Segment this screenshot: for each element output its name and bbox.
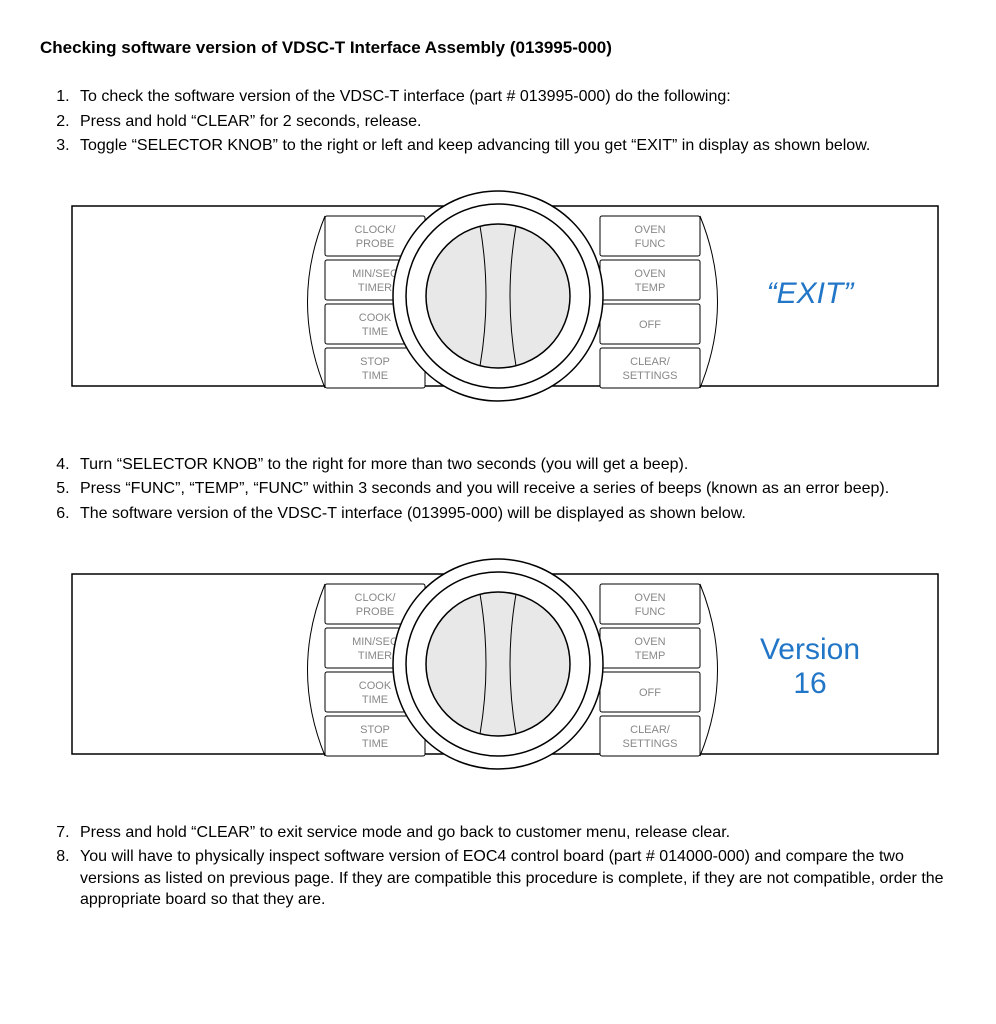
page-title: Checking software version of VDSC-T Inte…: [40, 38, 956, 58]
svg-text:TIME: TIME: [362, 370, 388, 382]
svg-text:OFF: OFF: [639, 319, 661, 331]
svg-text:OVEN: OVEN: [634, 592, 665, 604]
svg-text:MIN/SEC: MIN/SEC: [352, 636, 398, 648]
svg-text:“EXIT”: “EXIT”: [767, 277, 856, 310]
svg-text:PROBE: PROBE: [356, 606, 395, 618]
svg-text:FUNC: FUNC: [635, 606, 666, 618]
svg-text:FUNC: FUNC: [635, 238, 666, 250]
svg-text:STOP: STOP: [360, 724, 390, 736]
steps-list-b: Turn “SELECTOR KNOB” to the right for mo…: [40, 454, 956, 525]
svg-text:PROBE: PROBE: [356, 238, 395, 250]
svg-text:COOK: COOK: [359, 680, 392, 692]
svg-text:TIME: TIME: [362, 326, 388, 338]
step-item: Press and hold “CLEAR” to exit service m…: [74, 822, 956, 844]
svg-text:OFF: OFF: [639, 687, 661, 699]
step-item: Turn “SELECTOR KNOB” to the right for mo…: [74, 454, 956, 476]
svg-text:STOP: STOP: [360, 356, 390, 368]
steps-list-c: Press and hold “CLEAR” to exit service m…: [40, 822, 956, 911]
svg-text:16: 16: [793, 667, 826, 700]
svg-text:OVEN: OVEN: [634, 268, 665, 280]
steps-list-a: To check the software version of the VDS…: [40, 86, 956, 157]
step-item: The software version of the VDSC-T inter…: [74, 503, 956, 525]
svg-text:SETTINGS: SETTINGS: [622, 738, 677, 750]
svg-text:CLEAR/: CLEAR/: [630, 356, 671, 368]
step-item: You will have to physically inspect soft…: [74, 846, 956, 911]
svg-text:CLEAR/: CLEAR/: [630, 724, 671, 736]
svg-text:TIME: TIME: [362, 694, 388, 706]
svg-text:TIME: TIME: [362, 738, 388, 750]
svg-text:Version: Version: [760, 633, 860, 666]
svg-text:CLOCK/: CLOCK/: [355, 592, 397, 604]
control-panel-diagram-1: CLOCK/PROBE MIN/SEC TIMER COOK TIME STOP TIME O…: [70, 181, 940, 416]
svg-text:TIMER: TIMER: [358, 650, 392, 662]
svg-text:TEMP: TEMP: [635, 282, 666, 294]
step-item: To check the software version of the VDS…: [74, 86, 956, 108]
step-item: Toggle “SELECTOR KNOB” to the right or l…: [74, 135, 956, 157]
svg-text:OVEN: OVEN: [634, 224, 665, 236]
step-item: Press and hold “CLEAR” for 2 seconds, re…: [74, 111, 956, 133]
control-panel-diagram-2: CLOCK/PROBE MIN/SEC TIMER COOK TIME STOP TIME O…: [70, 549, 940, 784]
svg-text:OVEN: OVEN: [634, 636, 665, 648]
svg-text:TEMP: TEMP: [635, 650, 666, 662]
svg-text:COOK: COOK: [359, 312, 392, 324]
step-item: Press “FUNC”, “TEMP”, “FUNC” within 3 se…: [74, 478, 956, 500]
svg-text:TIMER: TIMER: [358, 282, 392, 294]
svg-text:CLOCK/: CLOCK/: [355, 224, 397, 236]
svg-text:SETTINGS: SETTINGS: [622, 370, 677, 382]
svg-text:MIN/SEC: MIN/SEC: [352, 268, 398, 280]
